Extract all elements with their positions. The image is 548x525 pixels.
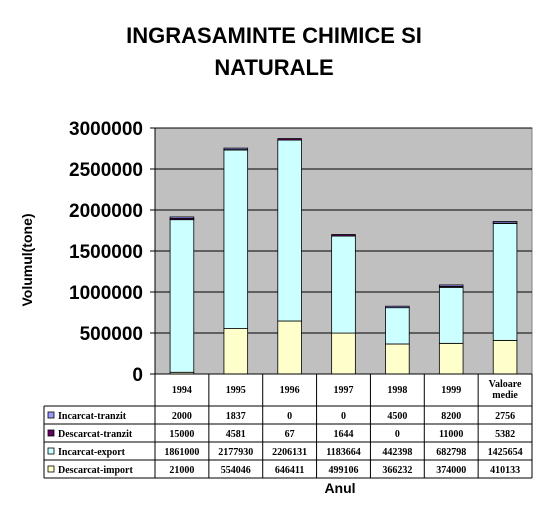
- y-tick-label: 2000000: [69, 201, 143, 222]
- table-row-label: Descarcat-tranzit: [58, 429, 133, 440]
- x-category-label: 1996: [280, 385, 300, 396]
- table-cell: 499106: [329, 465, 359, 476]
- table-cell: 374000: [436, 465, 466, 476]
- bar-segment-descarcat-import: [438, 342, 464, 375]
- x-category-label: 1994: [172, 385, 192, 396]
- bar-segment-descarcat-import: [331, 332, 356, 375]
- table-cell: 2756: [495, 411, 515, 422]
- bar-segment-descarcat-import: [223, 328, 249, 375]
- table-cell: 0: [341, 411, 346, 422]
- bar-segment-descarcat-tranzit: [277, 138, 302, 141]
- y-tick-label: 500000: [80, 324, 143, 345]
- bar-segment-incarcat-export: [438, 286, 464, 344]
- y-tick-label: 3000000: [69, 119, 143, 140]
- bar-segment-incarcat-tranzit: [385, 305, 410, 309]
- bar-segment-incarcat-export: [169, 219, 195, 373]
- table-cell: 1644: [334, 429, 354, 440]
- table-cell: 1837: [226, 411, 246, 422]
- y-tick-label: 2500000: [69, 160, 143, 181]
- bar-segment-incarcat-export: [331, 235, 356, 334]
- table-cell: 2177930: [218, 447, 253, 458]
- x-category-label: 1995: [226, 385, 246, 396]
- table-cell: 0: [395, 429, 400, 440]
- table-cell: 67: [285, 429, 295, 440]
- table-row-label: Descarcat-import: [58, 465, 133, 476]
- table-cell: 1183664: [326, 447, 360, 458]
- bar-segment-incarcat-export: [223, 149, 249, 329]
- x-category-label: Valoare: [489, 379, 522, 390]
- y-tick-label: 0: [132, 365, 143, 386]
- bar-segment-incarcat-tranzit: [223, 147, 249, 151]
- legend-swatch: [47, 465, 55, 473]
- x-category-label: 1999: [441, 385, 461, 396]
- x-axis-label: Anul: [324, 480, 356, 496]
- x-category-label: medie: [492, 390, 518, 401]
- legend-swatch: [47, 447, 55, 455]
- table-cell: 646411: [275, 465, 304, 476]
- bar-segment-incarcat-export: [277, 139, 302, 322]
- table-row-label: Incarcat-export: [58, 447, 126, 458]
- bar-segment-incarcat-export: [385, 307, 410, 345]
- legend-swatch: [47, 429, 55, 437]
- bar-segment-descarcat-tranzit: [331, 234, 356, 237]
- bar-segment-descarcat-import: [492, 339, 518, 375]
- x-category-label: 1998: [387, 385, 407, 396]
- table-cell: 5382: [495, 429, 515, 440]
- table-cell: 11000: [439, 429, 463, 440]
- legend-swatch: [47, 411, 55, 419]
- chart-title: INGRASAMINTE CHIMICE SI NATURALE: [126, 23, 422, 80]
- bar-segment-incarcat-tranzit: [169, 216, 195, 219]
- table-cell: 2206131: [272, 447, 307, 458]
- table-cell: 15000: [169, 429, 194, 440]
- table-cell: 0: [287, 411, 292, 422]
- table-cell: 8200: [441, 411, 461, 422]
- bar-segment-incarcat-tranzit: [492, 221, 518, 224]
- table-cell: 4581: [226, 429, 246, 440]
- table-row-label: Incarcat-tranzit: [58, 411, 127, 422]
- table-cell: 1861000: [164, 447, 199, 458]
- bar-segment-descarcat-import: [277, 320, 302, 375]
- table-cell: 410133: [490, 465, 520, 476]
- table-cell: 554046: [221, 465, 251, 476]
- table-cell: 366232: [382, 465, 412, 476]
- bar-segment-incarcat-export: [492, 223, 518, 341]
- bar-segment-descarcat-import: [385, 343, 410, 375]
- table-cell: 21000: [169, 465, 194, 476]
- x-category-label: 1997: [334, 385, 354, 396]
- bar-segment-incarcat-tranzit: [438, 284, 464, 287]
- y-tick-label: 1500000: [69, 242, 143, 263]
- table-cell: 1425654: [488, 447, 523, 458]
- table-cell: 2000: [172, 411, 192, 422]
- table-cell: 442398: [382, 447, 412, 458]
- y-tick-label: 1000000: [69, 283, 143, 304]
- table-cell: 4500: [387, 411, 407, 422]
- table-cell: 682798: [436, 447, 466, 458]
